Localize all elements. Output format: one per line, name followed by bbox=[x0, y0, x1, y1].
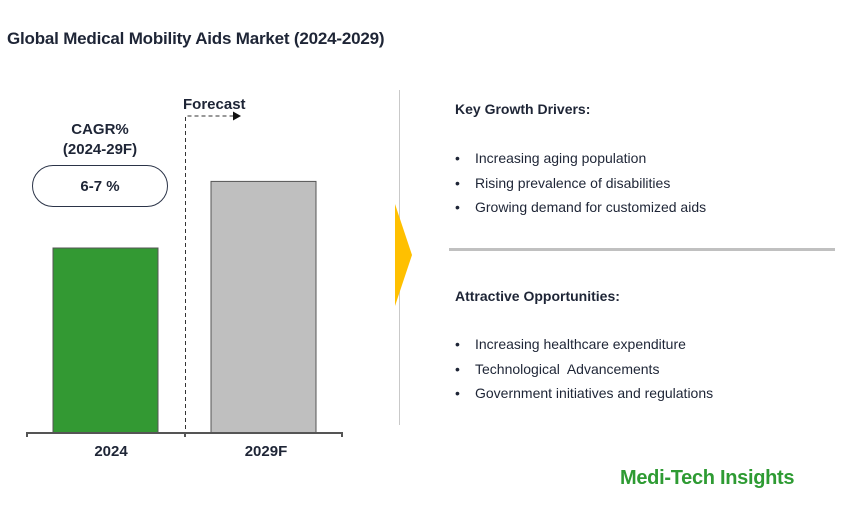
list-item: • Technological Advancements bbox=[455, 357, 713, 382]
list-item: • Government initiatives and regulations bbox=[455, 381, 713, 406]
chevron-right-icon bbox=[395, 204, 412, 306]
x-tick-label-2029f: 2029F bbox=[244, 443, 288, 460]
attractive-opportunities-list: • Increasing healthcare expenditure • Tech… bbox=[455, 332, 713, 406]
bar-2024 bbox=[52, 247, 159, 434]
bullet-icon: • bbox=[455, 199, 460, 215]
list-item-text: Growing demand for customized aids bbox=[475, 199, 707, 215]
list-item-text: Technological Advancements bbox=[475, 360, 660, 377]
attractive-opportunities-heading: Attractive Opportunities: bbox=[455, 288, 620, 304]
arrow-shape bbox=[395, 204, 412, 306]
bullet-icon: • bbox=[455, 150, 460, 166]
cagr-label: CAGR% (2024-29F) bbox=[40, 120, 160, 160]
forecast-arrow-head bbox=[233, 111, 241, 121]
bar-2029f bbox=[210, 180, 317, 434]
list-item-text: Increasing aging population bbox=[475, 150, 647, 166]
cagr-label-line1: CAGR% bbox=[71, 121, 129, 138]
forecast-label: Forecast bbox=[183, 96, 246, 113]
bullet-icon: • bbox=[455, 385, 460, 401]
page-title: Global Medical Mobility Aids Market (202… bbox=[7, 29, 385, 48]
bullet-icon: • bbox=[455, 360, 460, 377]
cagr-label-line2: (2024-29F) bbox=[62, 141, 138, 158]
list-item-text: Government initiatives and regulations bbox=[475, 385, 714, 401]
bar-chart bbox=[26, 111, 343, 437]
brand-logo: Medi-Tech Insights bbox=[620, 467, 795, 489]
cagr-value-badge: 6-7 % bbox=[32, 165, 168, 207]
list-item: • Increasing healthcare expenditure bbox=[455, 332, 713, 357]
list-item-text: Rising prevalence of disabilities bbox=[475, 174, 671, 191]
x-tick-label-2024: 2024 bbox=[94, 443, 128, 460]
key-growth-drivers-list: • Increasing aging population • Rising pre… bbox=[455, 146, 706, 220]
section-divider bbox=[449, 248, 835, 251]
key-growth-drivers-heading: Key Growth Drivers: bbox=[455, 101, 591, 117]
list-item: • Growing demand for customized aids bbox=[455, 195, 706, 220]
forecast-divider-line bbox=[185, 115, 234, 436]
bullet-icon: • bbox=[455, 336, 460, 352]
list-item: • Increasing aging population bbox=[455, 146, 706, 171]
bullet-icon: • bbox=[455, 174, 460, 191]
list-item-text: Increasing healthcare expenditure bbox=[475, 336, 686, 352]
list-item: • Rising prevalence of disabilities bbox=[455, 171, 706, 196]
